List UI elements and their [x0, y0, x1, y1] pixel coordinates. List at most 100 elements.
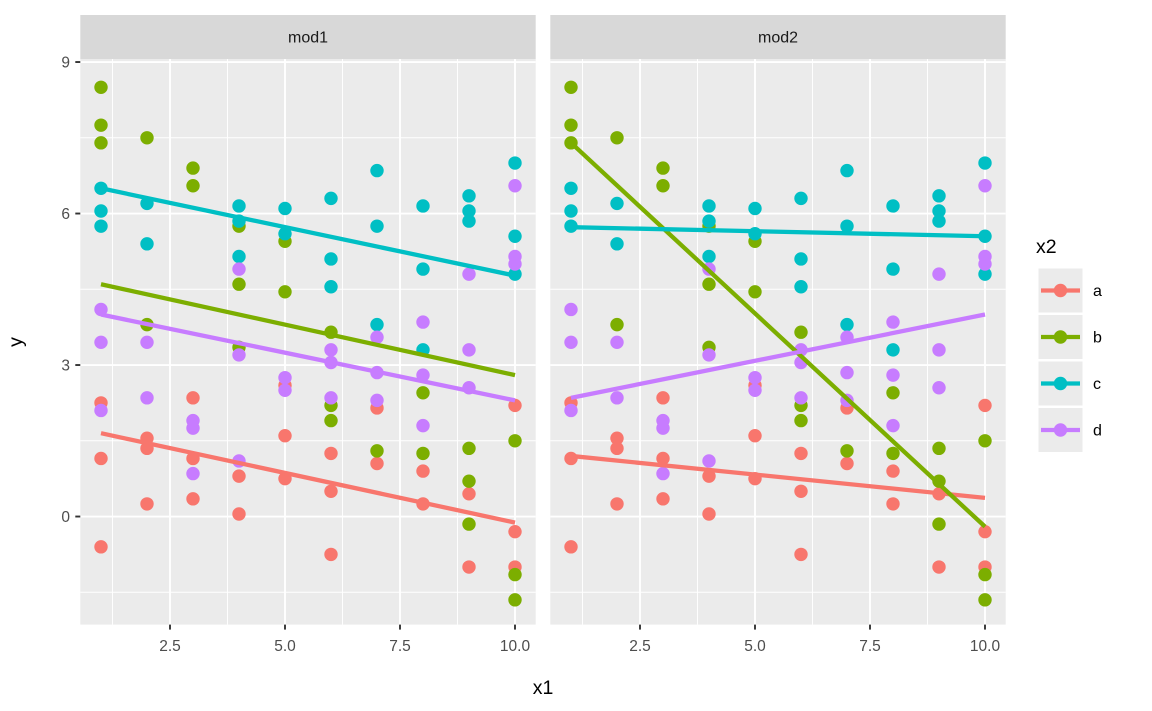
data-point-c — [702, 214, 716, 228]
data-point-d — [94, 335, 108, 350]
data-point-a — [462, 560, 476, 574]
data-point-c — [886, 199, 900, 213]
data-point-b — [886, 446, 900, 461]
data-point-d — [508, 179, 522, 193]
data-point-c — [932, 214, 946, 228]
data-point-b — [370, 444, 384, 458]
data-point-b — [610, 131, 624, 145]
legend-item-label-d: d — [1093, 423, 1102, 440]
data-point-c — [794, 280, 808, 294]
data-point-c — [416, 262, 430, 276]
data-point-c — [416, 199, 430, 213]
x-axis-tick-label: 7.5 — [389, 638, 411, 655]
data-point-c — [94, 204, 108, 218]
panel-background — [80, 59, 536, 625]
data-point-a — [232, 469, 246, 483]
data-point-b — [794, 325, 808, 339]
data-point-b — [932, 441, 946, 456]
x-axis-tick-label: 7.5 — [859, 638, 881, 655]
data-point-a — [94, 451, 108, 466]
legend-key-dot-c — [1053, 376, 1068, 391]
data-point-b — [978, 434, 992, 448]
fit-line-c — [100, 186, 516, 278]
panels-layer — [80, 59, 1006, 625]
data-point-c — [278, 227, 292, 241]
data-point-d — [564, 335, 578, 350]
data-point-d — [932, 267, 946, 281]
data-point-a — [794, 547, 808, 562]
facet-strip-mod1 — [80, 15, 536, 59]
data-point-d — [702, 348, 716, 362]
data-point-b — [978, 567, 992, 582]
data-point-d — [794, 391, 808, 405]
data-point-d — [610, 335, 624, 350]
data-point-b — [94, 118, 108, 132]
data-point-c — [564, 219, 578, 233]
data-point-b — [140, 131, 154, 145]
data-point-b — [564, 80, 578, 94]
data-point-a — [656, 391, 670, 405]
fit-line-d — [100, 312, 516, 403]
facet-strip-label-mod1: mod1 — [288, 30, 328, 47]
legend-key-dot-a — [1053, 283, 1068, 298]
fit-line-d — [570, 312, 986, 400]
data-point-a — [508, 398, 522, 413]
data-point-a — [94, 540, 108, 554]
data-point-b — [702, 277, 716, 291]
data-point-d — [278, 383, 292, 397]
data-point-b — [232, 277, 246, 291]
x-axis-tick-label: 10.0 — [500, 638, 531, 655]
data-point-c — [932, 204, 946, 218]
data-point-c — [370, 219, 384, 233]
data-point-d — [186, 421, 200, 435]
data-point-a — [840, 456, 854, 471]
facet-strip-mod2 — [550, 15, 1006, 59]
data-point-d — [656, 421, 670, 435]
data-point-b — [94, 80, 108, 94]
data-point-c — [508, 229, 522, 243]
data-point-d — [932, 343, 946, 357]
data-point-c — [794, 252, 808, 266]
y-axis-tick-label: 9 — [61, 55, 70, 72]
data-point-a — [702, 469, 716, 483]
data-point-c — [140, 237, 154, 251]
data-point-c — [886, 262, 900, 276]
data-point-c — [840, 219, 854, 233]
data-point-d — [978, 179, 992, 193]
data-point-c — [462, 204, 476, 218]
data-point-c — [748, 201, 762, 216]
data-point-d — [94, 403, 108, 418]
x-axis-tick-label: 5.0 — [744, 638, 766, 655]
legend-key-dot-b — [1053, 330, 1068, 344]
data-point-b — [886, 386, 900, 400]
legend: x2 a b c d — [1036, 236, 1102, 452]
data-point-d — [232, 262, 246, 276]
data-point-d — [886, 368, 900, 382]
data-point-a — [656, 451, 670, 466]
data-point-b — [462, 474, 476, 488]
data-point-b — [186, 161, 200, 175]
legend-item-label-b: b — [1093, 330, 1102, 347]
data-point-c — [324, 191, 338, 206]
data-point-c — [232, 249, 246, 264]
data-point-c — [370, 317, 384, 332]
data-point-c — [794, 191, 808, 206]
data-point-d — [886, 315, 900, 329]
x-axis-tick-label: 10.0 — [970, 638, 1001, 655]
data-point-b — [978, 593, 992, 607]
data-point-a — [232, 507, 246, 521]
y-axis-title: y — [5, 337, 27, 347]
data-point-b — [508, 593, 522, 607]
fit-line-b — [100, 282, 516, 378]
y-axis-tick-label: 3 — [61, 358, 70, 375]
data-point-a — [610, 441, 624, 456]
data-point-c — [324, 252, 338, 266]
data-point-c — [978, 267, 992, 281]
facet-panel-mod2 — [550, 59, 1006, 625]
data-point-d — [416, 418, 430, 433]
data-point-b — [416, 446, 430, 461]
data-point-d — [840, 365, 854, 380]
data-point-d — [978, 257, 992, 271]
data-point-d — [702, 454, 716, 468]
x-axis-title: x1 — [533, 677, 554, 699]
